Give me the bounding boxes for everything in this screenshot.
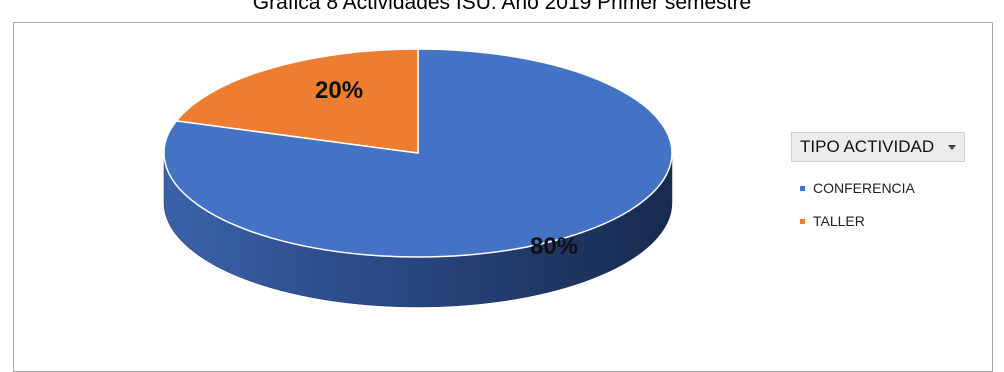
chevron-down-icon[interactable] xyxy=(948,144,957,150)
slice-label-taller: 20% xyxy=(315,77,363,104)
slice-label-conferencia: 80% xyxy=(530,233,578,260)
pie-slice-conferencia xyxy=(163,48,673,258)
legend-swatch-conferencia xyxy=(800,185,805,191)
legend-item-taller: TALLER xyxy=(791,213,965,229)
legend: TIPO ACTIVIDAD CONFERENCIA TALLER xyxy=(791,132,966,229)
legend-item-conferencia: CONFERENCIA xyxy=(791,180,965,196)
legend-filter-dropdown[interactable]: TIPO ACTIVIDAD xyxy=(791,132,966,162)
pie-chart: 80% 20% xyxy=(163,48,673,308)
pie-slices-group xyxy=(163,48,673,308)
legend-title: TIPO ACTIVIDAD xyxy=(800,137,935,156)
pie-slice-taller xyxy=(175,48,419,154)
page-title: Gráfica 8 Actividades ISU. Año 2019 Prim… xyxy=(252,0,752,14)
legend-swatch-taller xyxy=(800,218,805,224)
legend-label-conferencia: CONFERENCIA xyxy=(813,180,915,196)
legend-label-taller: TALLER xyxy=(813,213,865,229)
